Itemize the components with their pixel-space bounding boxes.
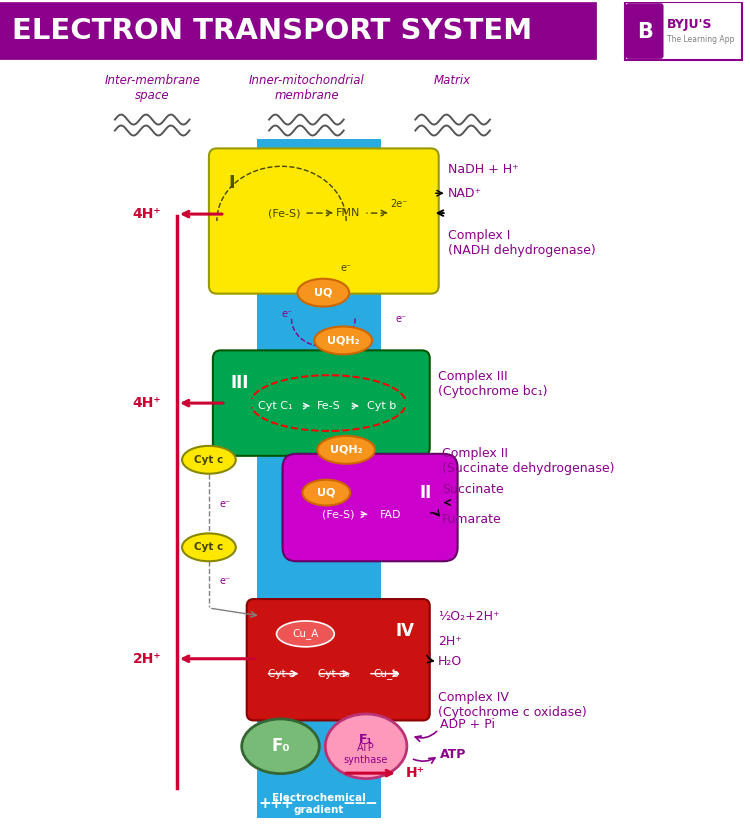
Text: Inner-mitochondrial
membrane: Inner-mitochondrial membrane bbox=[248, 74, 364, 102]
Text: FMN: FMN bbox=[336, 208, 360, 218]
Text: ATP: ATP bbox=[440, 748, 466, 761]
Ellipse shape bbox=[277, 621, 334, 647]
Text: The Learning App: The Learning App bbox=[667, 35, 734, 45]
Text: 2H⁺: 2H⁺ bbox=[438, 635, 461, 648]
Text: II: II bbox=[419, 484, 432, 501]
Text: Inter-membrane
space: Inter-membrane space bbox=[104, 74, 200, 102]
Text: 2e⁻: 2e⁻ bbox=[390, 199, 407, 209]
FancyBboxPatch shape bbox=[626, 3, 664, 59]
Text: UQ: UQ bbox=[317, 488, 335, 497]
Text: B: B bbox=[637, 22, 652, 42]
Text: Complex I
(NADH dehydrogenase): Complex I (NADH dehydrogenase) bbox=[448, 229, 596, 257]
Bar bbox=[625, 3, 742, 60]
Text: UQH₂: UQH₂ bbox=[330, 445, 362, 454]
Text: −: − bbox=[354, 796, 367, 811]
FancyBboxPatch shape bbox=[283, 454, 458, 561]
Text: Fumarate: Fumarate bbox=[442, 513, 502, 526]
Text: e⁻: e⁻ bbox=[340, 263, 352, 273]
Text: Cyt c: Cyt c bbox=[194, 543, 224, 553]
Bar bbox=[256, 139, 381, 816]
Ellipse shape bbox=[182, 446, 236, 474]
FancyBboxPatch shape bbox=[247, 599, 430, 721]
Text: Cu_b: Cu_b bbox=[373, 669, 399, 679]
FancyBboxPatch shape bbox=[213, 350, 430, 456]
Text: e⁻: e⁻ bbox=[220, 576, 231, 586]
Text: Fe-S: Fe-S bbox=[316, 401, 340, 411]
Text: 4H⁺: 4H⁺ bbox=[133, 396, 161, 410]
Text: e⁻: e⁻ bbox=[220, 499, 231, 508]
Text: Succinate: Succinate bbox=[442, 483, 503, 496]
Text: Cyt a: Cyt a bbox=[268, 669, 296, 679]
Text: ELECTRON TRANSPORT SYSTEM: ELECTRON TRANSPORT SYSTEM bbox=[12, 17, 532, 45]
Ellipse shape bbox=[326, 714, 406, 779]
Ellipse shape bbox=[314, 327, 372, 354]
Text: Cyt a₃: Cyt a₃ bbox=[317, 669, 349, 679]
Ellipse shape bbox=[317, 436, 375, 464]
Text: FAD: FAD bbox=[380, 510, 402, 519]
Text: UQ: UQ bbox=[314, 287, 332, 297]
Text: Complex II
(Succinate dehydrogenase): Complex II (Succinate dehydrogenase) bbox=[442, 447, 614, 475]
Text: +: + bbox=[258, 796, 271, 811]
Text: Complex III
(Cytochrome bc₁): Complex III (Cytochrome bc₁) bbox=[438, 370, 548, 398]
Text: Cyt b: Cyt b bbox=[368, 401, 397, 411]
Text: NaDH + H⁺: NaDH + H⁺ bbox=[448, 163, 518, 176]
Text: ATP
synthase: ATP synthase bbox=[344, 743, 388, 765]
Text: NAD⁺: NAD⁺ bbox=[448, 186, 482, 200]
Text: 4H⁺: 4H⁺ bbox=[133, 207, 161, 221]
Bar bbox=[256, 790, 381, 818]
Text: +: + bbox=[269, 796, 282, 811]
Text: Matrix: Matrix bbox=[434, 74, 471, 87]
Text: (Fe-S): (Fe-S) bbox=[322, 510, 355, 519]
Text: e⁻: e⁻ bbox=[396, 313, 407, 323]
Text: I: I bbox=[229, 174, 236, 192]
Text: H⁺: H⁺ bbox=[406, 766, 424, 780]
Text: −: − bbox=[343, 796, 355, 811]
Text: Cyt C₁: Cyt C₁ bbox=[258, 401, 292, 411]
Text: Complex IV
(Cytochrome c oxidase): Complex IV (Cytochrome c oxidase) bbox=[438, 690, 586, 718]
Text: IV: IV bbox=[395, 622, 415, 640]
Text: −: − bbox=[364, 796, 377, 811]
Ellipse shape bbox=[182, 533, 236, 561]
Text: Electrochemical
gradient: Electrochemical gradient bbox=[272, 793, 366, 815]
Text: BYJU'S: BYJU'S bbox=[667, 18, 712, 30]
FancyBboxPatch shape bbox=[209, 149, 439, 294]
Text: III: III bbox=[231, 375, 249, 392]
Ellipse shape bbox=[242, 719, 320, 774]
Text: (Fe-S): (Fe-S) bbox=[268, 208, 301, 218]
Text: F₁: F₁ bbox=[359, 732, 373, 746]
Text: Cu_A: Cu_A bbox=[292, 628, 319, 639]
Ellipse shape bbox=[298, 279, 350, 307]
Text: UQH₂: UQH₂ bbox=[327, 335, 359, 345]
Ellipse shape bbox=[302, 480, 350, 506]
Text: e⁻: e⁻ bbox=[281, 308, 292, 318]
Text: H₂O: H₂O bbox=[438, 655, 462, 669]
Text: F₀: F₀ bbox=[272, 738, 290, 755]
Text: ½O₂+2H⁺: ½O₂+2H⁺ bbox=[438, 611, 500, 623]
FancyBboxPatch shape bbox=[0, 3, 597, 60]
Text: +: + bbox=[280, 796, 293, 811]
Text: 2H⁺: 2H⁺ bbox=[133, 652, 161, 666]
Text: Cyt c: Cyt c bbox=[194, 454, 224, 465]
Text: ADP + Pi: ADP + Pi bbox=[440, 718, 495, 731]
